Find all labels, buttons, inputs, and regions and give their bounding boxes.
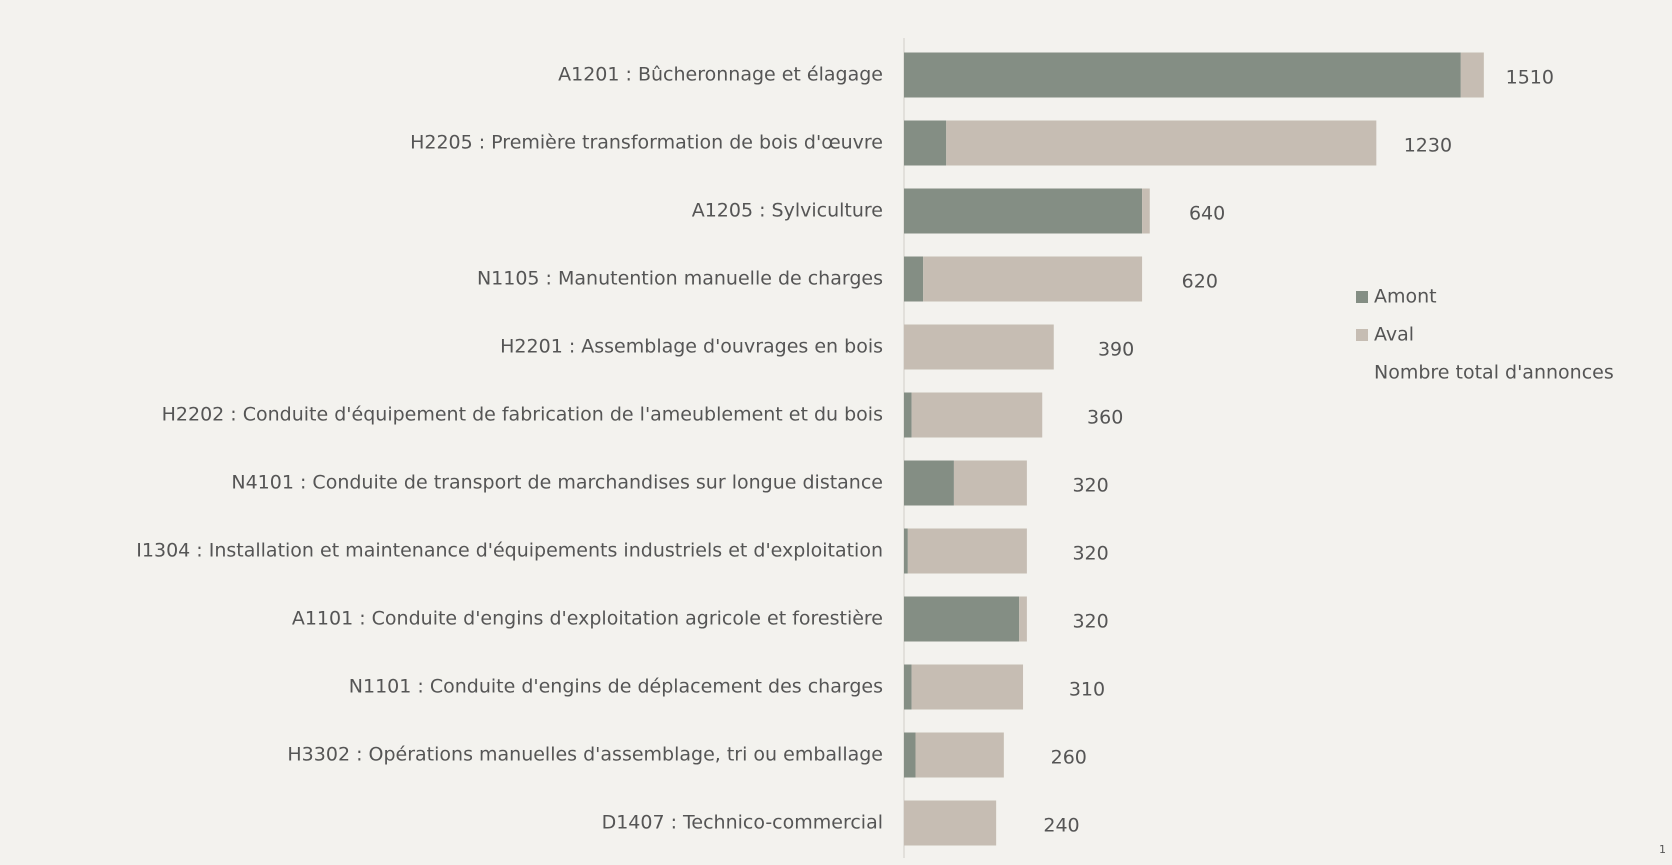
category-label: H2202 : Conduite d'équipement de fabrica… <box>162 404 883 426</box>
bar-segment <box>904 256 924 302</box>
category-label: H2205 : Première transformation de bois … <box>410 132 883 154</box>
total-label: 260 <box>1051 747 1087 769</box>
category-label: A1205 : Sylviculture <box>692 200 883 222</box>
bar-segment <box>904 120 947 166</box>
bar-segment <box>904 392 912 438</box>
bar-segment <box>1019 596 1027 642</box>
bar-segment <box>915 732 1004 778</box>
total-label: 320 <box>1072 611 1108 633</box>
bar-segment <box>946 120 1377 166</box>
total-label: 640 <box>1189 203 1225 225</box>
category-label: I1304 : Installation et maintenance d'éq… <box>136 540 883 562</box>
legend-swatch <box>1356 329 1368 341</box>
total-label: 620 <box>1182 271 1218 293</box>
bar-segment <box>904 732 916 778</box>
total-label: 320 <box>1072 475 1108 497</box>
bar-segment <box>904 188 1143 234</box>
category-label: N4101 : Conduite de transport de marchan… <box>231 472 883 494</box>
bar-segment <box>904 800 997 846</box>
category-label: D1407 : Technico-commercial <box>602 812 883 834</box>
total-label: 390 <box>1098 339 1134 361</box>
bar-segment <box>953 460 1027 506</box>
legend-label: Amont <box>1374 286 1437 308</box>
bar-segment <box>923 256 1143 302</box>
total-label: 1510 <box>1506 67 1554 89</box>
bar-segment <box>904 528 908 574</box>
legend-swatch <box>1356 291 1368 303</box>
bar-segment <box>911 664 1024 710</box>
category-label: H2201 : Assemblage d'ouvrages en bois <box>500 336 883 358</box>
bar-segment <box>1460 52 1484 98</box>
total-label: 320 <box>1072 543 1108 565</box>
bar-segment <box>904 324 1054 370</box>
bar-segment <box>911 392 1043 438</box>
page-number: 1 <box>1659 843 1666 856</box>
category-label: A1101 : Conduite d'engins d'exploitation… <box>292 608 883 630</box>
total-label: 310 <box>1069 679 1105 701</box>
bar-segment <box>904 664 912 710</box>
bar-segment <box>904 52 1461 98</box>
bar-segment <box>904 460 954 506</box>
category-label: N1101 : Conduite d'engins de déplacement… <box>349 676 883 698</box>
total-label: 1230 <box>1404 135 1452 157</box>
legend-label: Aval <box>1374 324 1414 346</box>
total-label: 240 <box>1043 815 1079 837</box>
bar-segment <box>1142 188 1150 234</box>
category-label: A1201 : Bûcheronnage et élagage <box>558 64 883 86</box>
category-label: H3302 : Opérations manuelles d'assemblag… <box>287 744 883 766</box>
total-label: 360 <box>1087 407 1123 429</box>
category-label: N1105 : Manutention manuelle de charges <box>477 268 883 290</box>
bar-segment <box>904 596 1020 642</box>
bar-segment <box>907 528 1027 574</box>
legend-label: Nombre total d'annonces <box>1374 362 1614 384</box>
